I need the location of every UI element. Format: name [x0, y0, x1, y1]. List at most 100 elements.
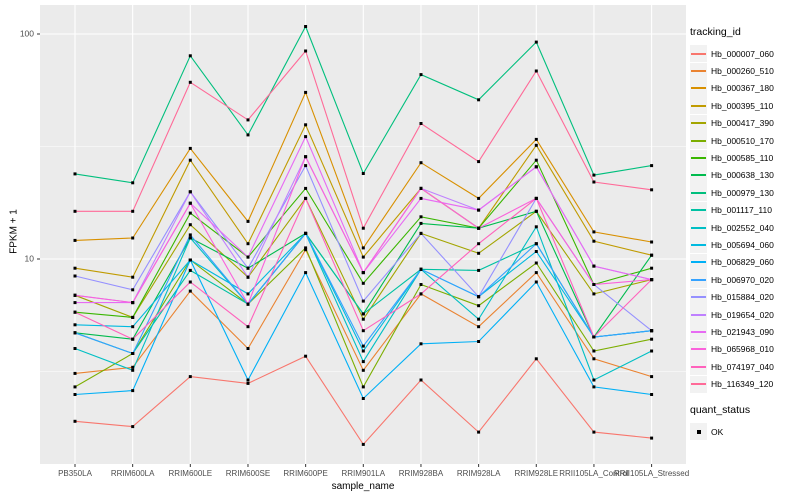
legend-item-label: Hb_000007_060 — [711, 48, 774, 59]
legend-color-line — [691, 52, 706, 55]
x-tick-label: RRIM928BA — [399, 469, 444, 478]
data-point-Hb_006829_060 — [419, 342, 423, 346]
data-point-Hb_116349_120 — [650, 188, 654, 192]
data-point-Hb_000007_060 — [73, 419, 77, 423]
legend-item-Hb_116349_120: Hb_116349_120 — [690, 375, 798, 393]
data-point-Hb_006970_020 — [188, 233, 192, 237]
legend-item-label: Hb_005694_060 — [711, 239, 774, 250]
legend-key-line-icon — [690, 149, 707, 167]
data-point-Hb_065968_010 — [361, 271, 365, 275]
data-point-Hb_000979_130 — [188, 54, 192, 58]
data-point-Hb_000979_130 — [592, 173, 596, 177]
data-point-Hb_001117_110 — [361, 312, 365, 316]
data-point-Hb_000979_130 — [534, 40, 538, 44]
legend-item-label: Hb_002552_040 — [711, 222, 774, 233]
data-point-Hb_000007_060 — [246, 381, 250, 385]
legend-item-label: Hb_000638_130 — [711, 170, 774, 181]
data-point-Hb_015884_020 — [131, 288, 135, 292]
legend-item-label: Hb_116349_120 — [711, 379, 774, 390]
data-point-Hb_019654_020 — [246, 275, 250, 279]
data-point-Hb_002552_040 — [650, 349, 654, 353]
data-point-Hb_005694_060 — [73, 323, 77, 327]
legend-color-line — [691, 313, 706, 316]
legend-item-Hb_065968_010: Hb_065968_010 — [690, 340, 798, 358]
legend-color-line — [691, 278, 706, 281]
legend-key-line-icon — [690, 340, 707, 358]
x-tick-label: RRII105LA_Stressed — [614, 469, 689, 478]
data-point-Hb_000585_110 — [304, 186, 308, 190]
data-point-Hb_000979_130 — [246, 133, 250, 137]
legend-tracking-items: Hb_000007_060 Hb_000260_510 Hb_000367_180 H… — [690, 45, 798, 393]
legend-item-Hb_021943_090: Hb_021943_090 — [690, 323, 798, 341]
data-point-Hb_116349_120 — [419, 122, 423, 125]
data-point-Hb_074197_040 — [304, 196, 308, 200]
data-point-Hb_021943_090 — [592, 264, 596, 268]
data-point-Hb_074197_040 — [361, 329, 365, 333]
legend-item-Hb_000260_510: Hb_000260_510 — [690, 62, 798, 80]
data-point-Hb_000260_510 — [592, 357, 596, 361]
data-point-Hb_065968_010 — [477, 226, 481, 230]
legend-key-line-icon — [690, 288, 707, 306]
data-point-Hb_000417_390 — [361, 317, 365, 321]
data-point-Hb_000585_110 — [534, 158, 538, 162]
y-axis-title: FPKM + 1 — [8, 209, 20, 254]
legend-color-line — [691, 348, 706, 351]
data-point-Hb_006829_060 — [188, 258, 192, 262]
data-point-Hb_015884_020 — [361, 299, 365, 303]
legend-item-label: Hb_001117_110 — [711, 205, 772, 216]
legend-item-label: Hb_065968_010 — [711, 344, 774, 355]
data-point-Hb_000007_060 — [361, 442, 365, 446]
data-point-Hb_065968_010 — [73, 293, 77, 297]
data-point-Hb_000367_180 — [592, 230, 596, 234]
legend-key-line-icon — [690, 236, 707, 254]
data-point-Hb_005694_060 — [534, 250, 538, 253]
data-point-Hb_002552_040 — [73, 347, 77, 350]
data-point-Hb_006829_060 — [592, 385, 596, 389]
data-point-Hb_116349_120 — [246, 118, 250, 122]
data-point-Hb_021943_090 — [534, 165, 538, 169]
data-point-Hb_005694_060 — [131, 325, 135, 329]
data-point-Hb_002552_040 — [131, 368, 135, 372]
data-point-Hb_021943_090 — [73, 301, 77, 305]
data-point-Hb_000395_110 — [246, 242, 250, 246]
data-point-Hb_015884_020 — [650, 329, 654, 333]
data-point-Hb_000367_180 — [477, 196, 481, 200]
data-point-Hb_015884_020 — [304, 164, 308, 168]
data-point-Hb_000638_130 — [419, 221, 423, 225]
legend-item-label: Hb_074197_040 — [711, 361, 774, 372]
data-point-Hb_000260_510 — [304, 248, 308, 252]
data-point-Hb_074197_040 — [188, 280, 192, 284]
x-tick-label: RRIM600PE — [283, 469, 327, 478]
data-point-Hb_065968_010 — [419, 186, 423, 190]
legend-color-line — [691, 122, 706, 125]
data-point-Hb_005694_060 — [246, 292, 250, 296]
data-point-Hb_000585_110 — [131, 315, 135, 319]
legend-title-quant-status: quant_status — [690, 403, 751, 416]
data-point-Hb_000510_170 — [477, 304, 481, 308]
data-point-Hb_000367_180 — [419, 161, 423, 165]
data-point-Hb_074197_040 — [246, 325, 250, 329]
data-point-Hb_000395_110 — [188, 158, 192, 162]
data-point-Hb_116349_120 — [477, 160, 481, 164]
data-point-Hb_021943_090 — [304, 135, 308, 139]
legend-color-line — [691, 209, 706, 212]
data-point-Hb_000367_180 — [534, 137, 538, 141]
data-point-Hb_000260_510 — [361, 368, 365, 372]
data-point-Hb_000510_170 — [534, 261, 538, 265]
data-point-Hb_000260_510 — [246, 347, 250, 350]
data-point-Hb_000979_130 — [477, 98, 481, 102]
data-point-Hb_015884_020 — [419, 231, 423, 235]
legend-color-line — [691, 174, 706, 177]
data-point-Hb_000395_110 — [534, 143, 538, 147]
legend-key-line-icon — [690, 184, 707, 202]
data-point-Hb_000260_510 — [188, 289, 192, 293]
data-point-Hb_000417_390 — [188, 223, 192, 227]
data-point-Hb_116349_120 — [304, 49, 308, 53]
legend-color-line — [691, 383, 706, 386]
black-square-point-icon — [690, 423, 707, 440]
data-point-Hb_074197_040 — [131, 337, 135, 341]
legend: tracking_id Hb_000007_060 Hb_000260_510 Hb… — [690, 26, 798, 440]
data-point-Hb_005694_060 — [361, 349, 365, 353]
